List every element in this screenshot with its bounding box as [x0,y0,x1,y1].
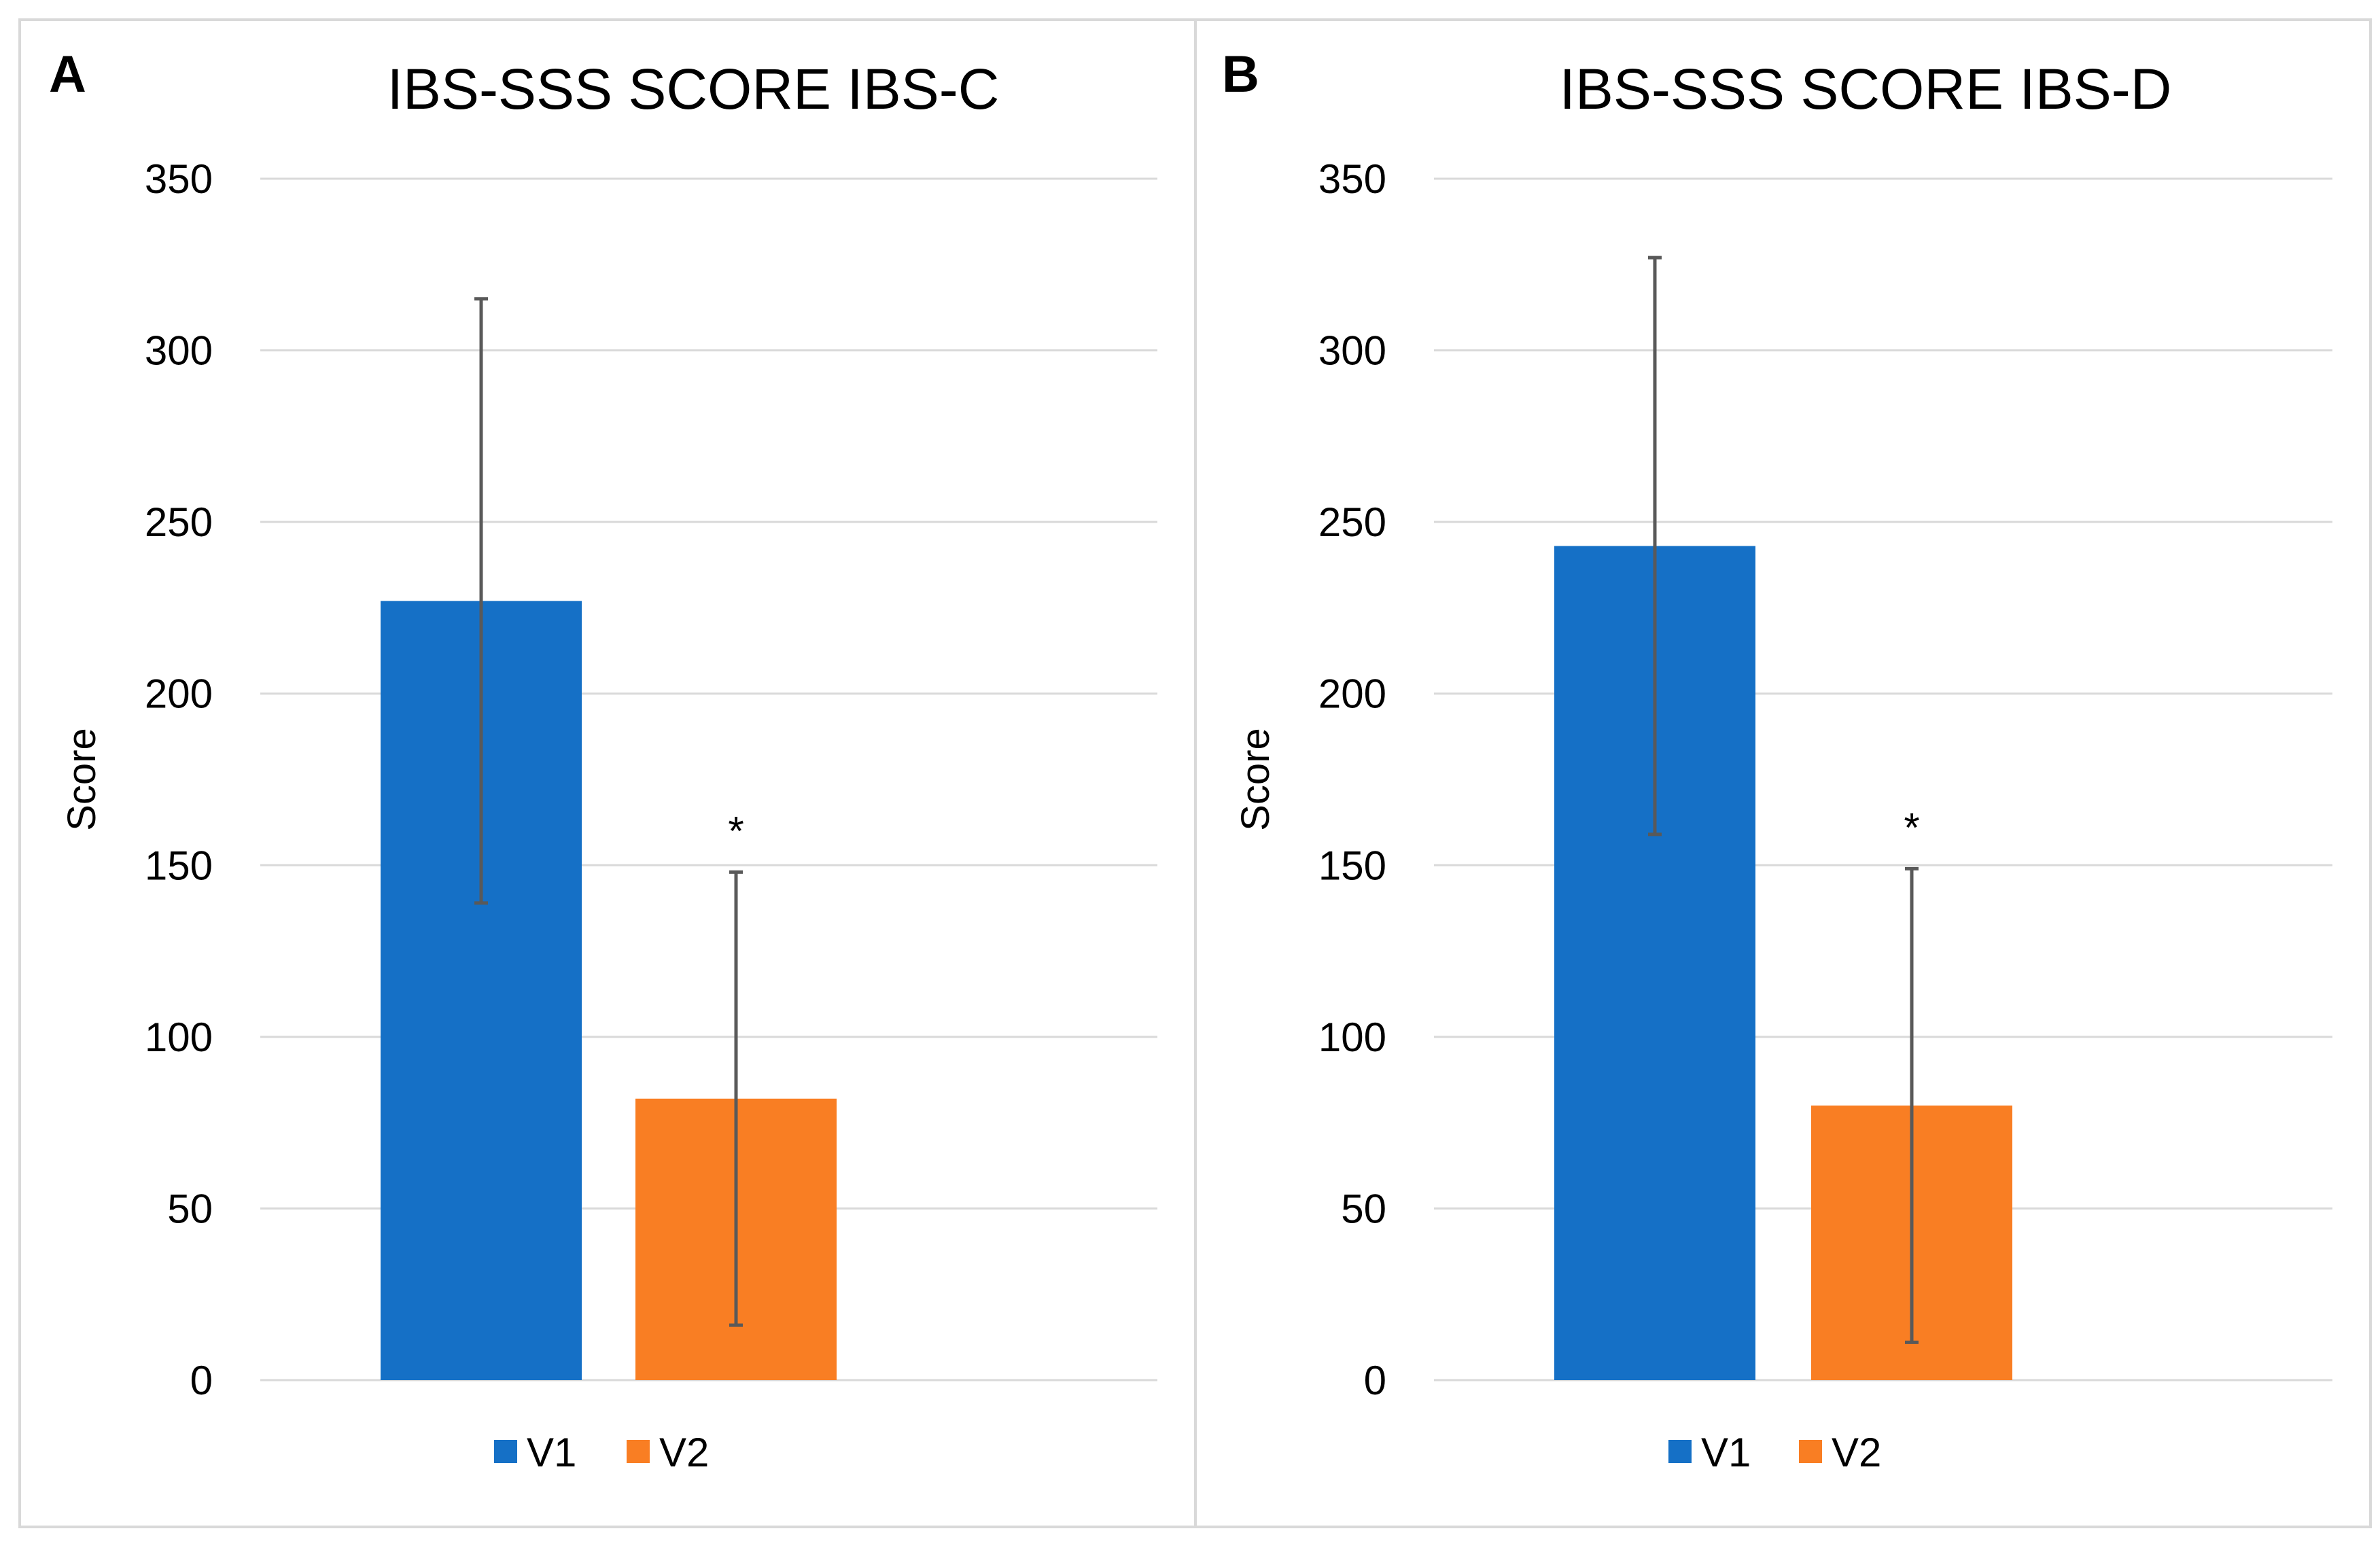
legend-swatch-v1 [1668,1440,1692,1463]
y-tick-label: 300 [145,328,213,374]
panel-letter: B [1222,46,1259,103]
significance-marker: * [1904,805,1919,850]
y-tick-label: 150 [1318,843,1386,888]
y-axis-label: Score [1233,728,1278,831]
panel-b-frame [1194,18,2372,1528]
significance-marker: * [728,808,743,853]
chart-title: IBS-SSS SCORE IBS-C [387,57,1000,121]
y-tick-label: 50 [167,1186,213,1231]
y-tick-label: 100 [1318,1015,1386,1060]
y-tick-label: 50 [1341,1186,1386,1231]
y-tick-label: 350 [1318,156,1386,202]
y-tick-label: 150 [145,843,213,888]
panel-a-frame [18,18,1200,1528]
legend-label-v1: V1 [1701,1430,1751,1475]
legend-label-v1: V1 [527,1430,576,1475]
legend-swatch-v2 [627,1440,650,1463]
chart-title: IBS-SSS SCORE IBS-D [1560,57,2172,121]
legend-swatch-v1 [494,1440,517,1463]
y-tick-label: 0 [190,1358,213,1403]
legend-swatch-v2 [1799,1440,1822,1463]
y-tick-label: 100 [145,1015,213,1060]
y-tick-label: 200 [145,671,213,717]
y-axis-label: Score [60,728,104,831]
panel-letter: A [49,46,86,103]
y-tick-label: 350 [145,156,213,202]
y-tick-label: 300 [1318,328,1386,374]
y-tick-label: 0 [1364,1358,1386,1403]
y-tick-label: 250 [1318,499,1386,545]
y-tick-label: 250 [145,499,213,545]
legend-label-v2: V2 [1832,1430,1881,1475]
legend-label-v2: V2 [659,1430,709,1475]
y-tick-label: 200 [1318,671,1386,717]
